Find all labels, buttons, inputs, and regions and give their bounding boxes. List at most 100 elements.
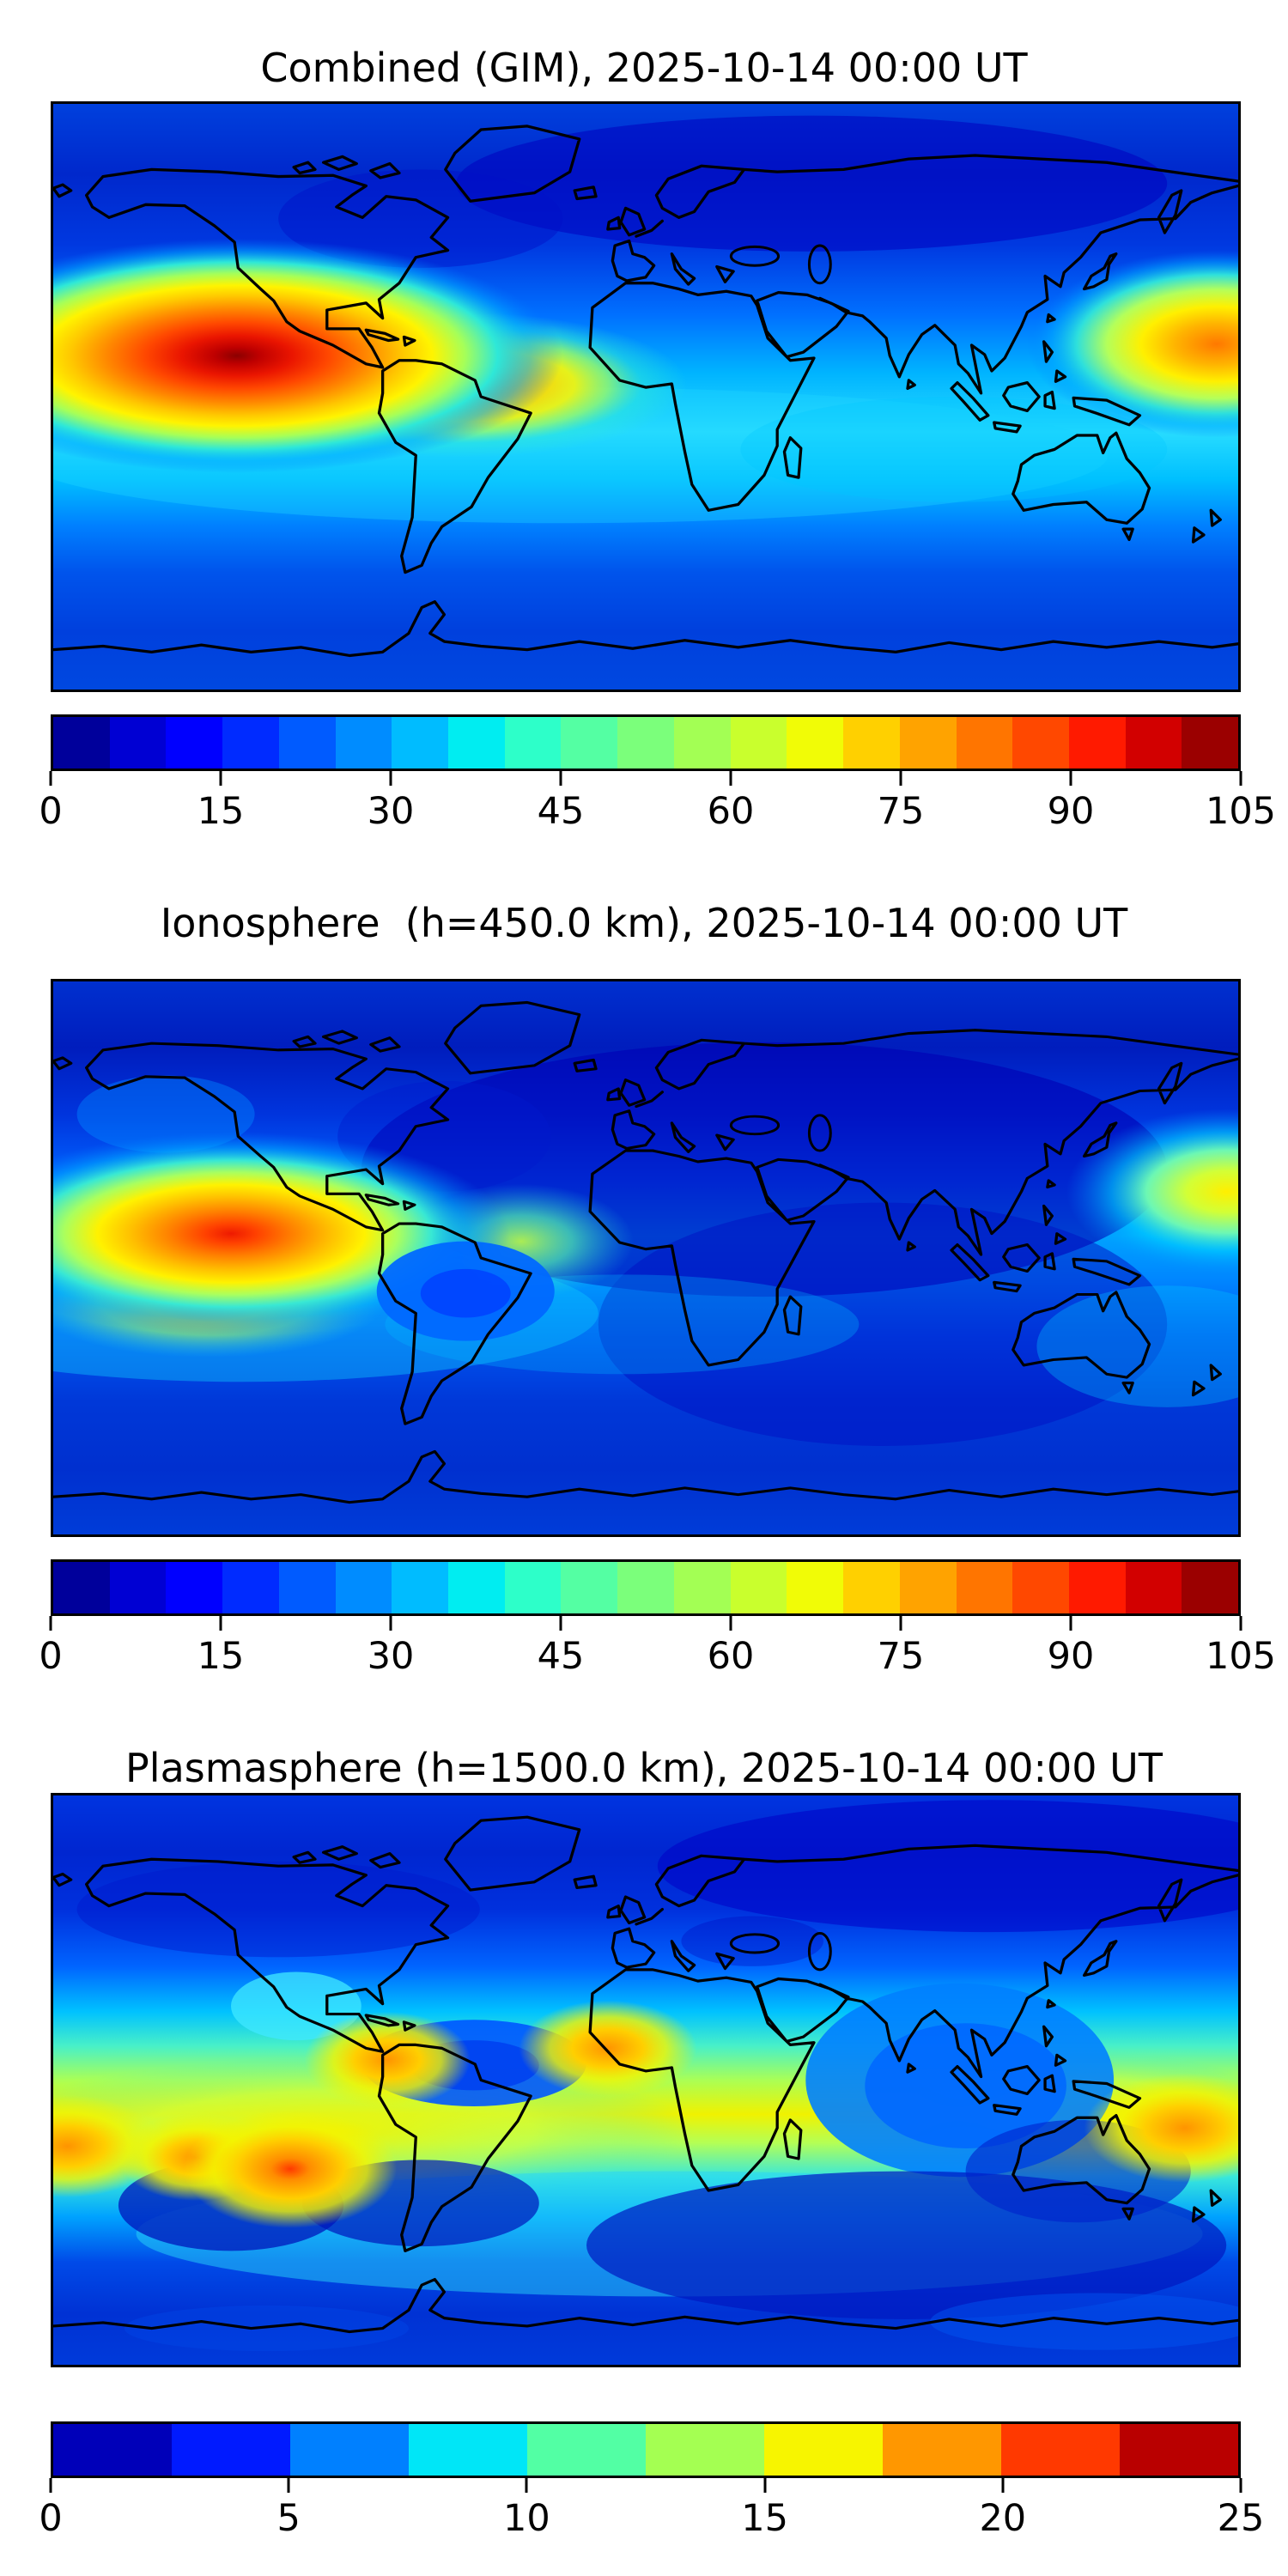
colorbar-segment bbox=[1182, 1562, 1239, 1613]
tick-mark bbox=[219, 771, 222, 786]
tick-mark bbox=[1239, 1616, 1242, 1631]
colorbar-segment bbox=[335, 1562, 392, 1613]
tec-field-blobs bbox=[53, 115, 1238, 524]
colorbar-segment bbox=[673, 717, 731, 769]
colorbar-segment bbox=[883, 2424, 1001, 2476]
tick-label: 75 bbox=[877, 1635, 925, 1678]
panel3-colorbar-ticks: 0 5 10 15 20 25 bbox=[39, 2478, 1264, 2573]
panel3-title: Plasmasphere (h=1500.0 km), 2025-10-14 0… bbox=[125, 1745, 1163, 1791]
tick-mark bbox=[1069, 1616, 1072, 1631]
colorbar-segment bbox=[527, 2424, 646, 2476]
tick-label: 90 bbox=[1047, 790, 1095, 833]
tick-label: 30 bbox=[367, 1635, 415, 1678]
tick-label: 0 bbox=[39, 1635, 63, 1678]
colorbar-segment bbox=[1182, 717, 1239, 769]
colorbar-segment bbox=[504, 1562, 562, 1613]
tick-mark bbox=[729, 1616, 732, 1631]
colorbar-segment bbox=[787, 717, 844, 769]
panel2-colorbar bbox=[51, 1559, 1241, 1616]
colorbar-segment bbox=[278, 717, 336, 769]
colorbar-segment bbox=[109, 1562, 167, 1613]
colorbar-segment bbox=[1068, 717, 1126, 769]
tick-mark bbox=[49, 1616, 52, 1631]
tick-label: 15 bbox=[741, 2497, 788, 2540]
colorbar-segment bbox=[843, 1562, 900, 1613]
tick-mark bbox=[1239, 2478, 1242, 2493]
panel3-map bbox=[51, 1793, 1241, 2367]
tick-mark bbox=[525, 2478, 528, 2493]
tick-mark bbox=[559, 1616, 562, 1631]
colorbar-segment bbox=[646, 2424, 764, 2476]
tick-mark bbox=[1001, 2478, 1005, 2493]
colorbar-segment bbox=[561, 1562, 618, 1613]
panel1-colorbar-ticks: 0 15 30 45 60 75 90 105 bbox=[39, 771, 1276, 866]
tick-label: 25 bbox=[1217, 2497, 1265, 2540]
tick-label: 0 bbox=[39, 790, 63, 833]
tick-mark bbox=[389, 1616, 392, 1631]
tick-mark bbox=[899, 771, 902, 786]
colorbar-segment bbox=[109, 717, 167, 769]
tick-mark bbox=[219, 1616, 222, 1631]
colorbar-segment bbox=[166, 1562, 223, 1613]
tick-mark bbox=[49, 771, 52, 786]
tick-label: 10 bbox=[503, 2497, 550, 2540]
colorbar-segment bbox=[166, 717, 223, 769]
colorbar-segment bbox=[673, 1562, 731, 1613]
tick-label: 0 bbox=[39, 2497, 63, 2540]
colorbar-segment bbox=[172, 2424, 290, 2476]
colorbar-segment bbox=[392, 1562, 449, 1613]
tick-label: 60 bbox=[707, 1635, 755, 1678]
tick-label: 15 bbox=[197, 1635, 245, 1678]
tick-label: 5 bbox=[276, 2497, 301, 2540]
colorbar-segment bbox=[392, 717, 449, 769]
tick-label: 90 bbox=[1047, 1635, 1095, 1678]
colorbar-segment bbox=[335, 717, 392, 769]
tick-mark bbox=[1069, 771, 1072, 786]
colorbar-segment bbox=[1012, 717, 1069, 769]
panel3-colorbar bbox=[51, 2421, 1241, 2478]
colorbar-segment bbox=[504, 717, 562, 769]
colorbar-segment bbox=[899, 717, 957, 769]
ionosphere-map bbox=[53, 981, 1238, 1534]
colorbar-segment bbox=[1012, 1562, 1069, 1613]
tick-mark bbox=[389, 771, 392, 786]
colorbar-segment bbox=[448, 1562, 505, 1613]
colorbar-segment bbox=[53, 2424, 172, 2476]
colorbar-segment bbox=[843, 717, 900, 769]
colorbar-segment bbox=[409, 2424, 527, 2476]
panel2-title: Ionosphere (h=450.0 km), 2025-10-14 00:0… bbox=[160, 900, 1128, 946]
tick-mark bbox=[287, 2478, 290, 2493]
tick-mark bbox=[559, 771, 562, 786]
colorbar-segment bbox=[1120, 2424, 1238, 2476]
colorbar-segment bbox=[730, 717, 787, 769]
tick-mark bbox=[763, 2478, 767, 2493]
tick-label: 45 bbox=[537, 790, 585, 833]
tick-label: 105 bbox=[1205, 1635, 1277, 1678]
colorbar-segment bbox=[222, 717, 279, 769]
colorbar-segment bbox=[1125, 1562, 1182, 1613]
colorbar-segment bbox=[617, 1562, 674, 1613]
colorbar-segment bbox=[1068, 1562, 1126, 1613]
combined-gim-map bbox=[53, 104, 1238, 690]
tec-field-blobs bbox=[53, 1042, 1238, 1446]
colorbar-segment bbox=[764, 2424, 883, 2476]
colorbar-segment bbox=[561, 717, 618, 769]
tick-label: 75 bbox=[877, 790, 925, 833]
tick-label: 30 bbox=[367, 790, 415, 833]
colorbar-segment bbox=[956, 717, 1013, 769]
tick-label: 60 bbox=[707, 790, 755, 833]
colorbar-segment bbox=[290, 2424, 409, 2476]
colorbar-segment bbox=[1125, 717, 1182, 769]
colorbar-segment bbox=[899, 1562, 957, 1613]
tick-label: 105 bbox=[1205, 790, 1277, 833]
tick-mark bbox=[729, 771, 732, 786]
colorbar-segment bbox=[617, 717, 674, 769]
tick-mark bbox=[1239, 771, 1242, 786]
tick-mark bbox=[49, 2478, 52, 2493]
panel2-colorbar-ticks: 0 15 30 45 60 75 90 105 bbox=[39, 1616, 1276, 1710]
colorbar-segment bbox=[730, 1562, 787, 1613]
colorbar-segment bbox=[278, 1562, 336, 1613]
colorbar-segment bbox=[53, 1562, 110, 1613]
panel2-map bbox=[51, 979, 1241, 1537]
